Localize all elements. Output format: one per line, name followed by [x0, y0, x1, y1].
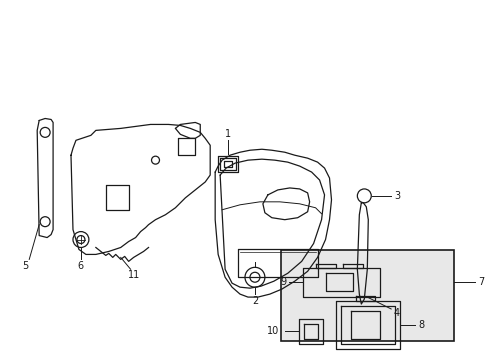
Bar: [281, 249, 453, 341]
Text: 9: 9: [279, 278, 285, 287]
Text: 8: 8: [417, 320, 424, 330]
Text: 2: 2: [251, 296, 258, 306]
Text: 10: 10: [266, 326, 279, 336]
Text: 5: 5: [22, 261, 28, 271]
Text: 7: 7: [477, 276, 484, 287]
Text: 11: 11: [127, 270, 140, 280]
Text: 4: 4: [392, 308, 398, 318]
Text: 6: 6: [78, 261, 84, 271]
Text: 3: 3: [393, 191, 399, 201]
Text: 1: 1: [224, 129, 231, 139]
